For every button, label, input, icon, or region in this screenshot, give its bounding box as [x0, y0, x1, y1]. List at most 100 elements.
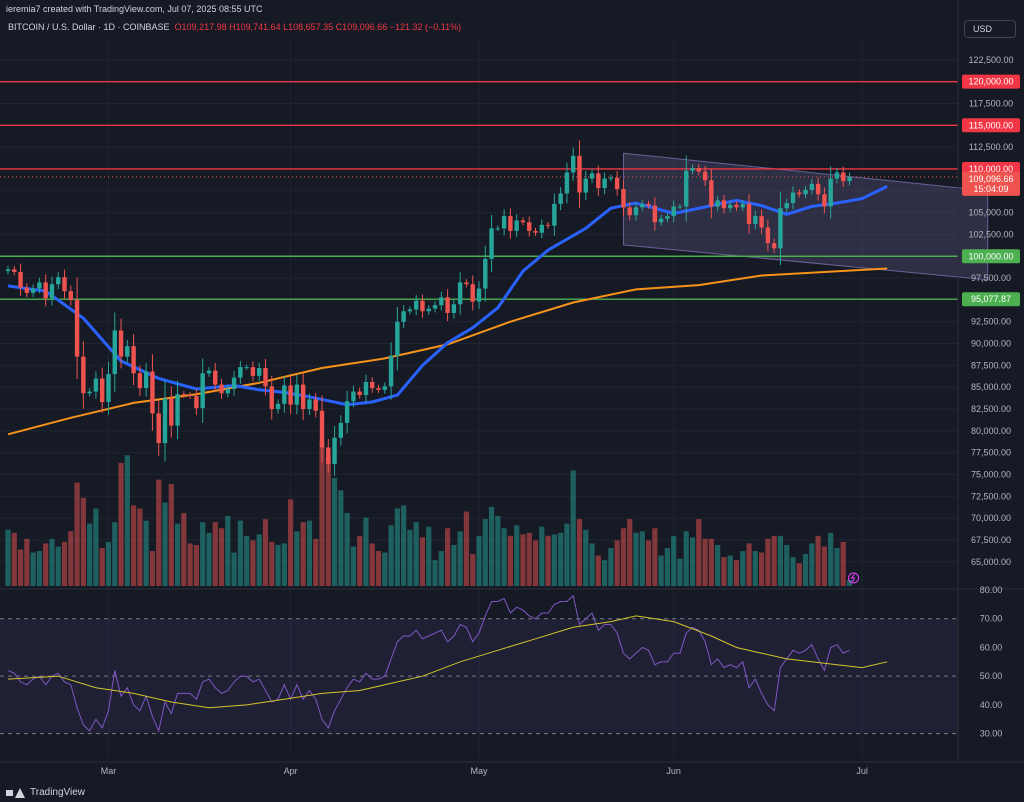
volume-bar — [313, 538, 319, 586]
rsi-tick-label: 80.00 — [980, 585, 1003, 595]
volume-bar — [614, 540, 620, 586]
candle-body — [24, 287, 30, 293]
volume-bar — [237, 520, 243, 586]
volume-bar — [576, 519, 583, 586]
candle-body — [589, 173, 595, 179]
candle-body — [370, 381, 375, 389]
candle-body — [395, 321, 400, 356]
candle-body — [790, 192, 796, 203]
volume-bar — [463, 511, 470, 586]
level-tag-label: 115,000.00 — [969, 120, 1013, 130]
volume-bar — [639, 531, 645, 586]
candle-body — [696, 168, 701, 172]
candle-body — [231, 377, 237, 389]
candle-body — [746, 203, 752, 224]
candle-body — [640, 203, 645, 208]
candle-body — [376, 388, 381, 390]
volume-bar — [256, 534, 262, 586]
candle-body — [753, 216, 758, 224]
volume-bar — [602, 560, 608, 586]
candle-body — [213, 370, 218, 385]
volume-bar — [105, 541, 112, 586]
volume-bar — [696, 519, 702, 586]
volume-bar — [708, 538, 714, 586]
candle-body — [514, 220, 519, 231]
volume-bar — [112, 522, 118, 586]
volume-bar — [338, 490, 344, 586]
level-tag-label: 95,077.87 — [971, 294, 1011, 304]
candle-body — [169, 398, 174, 426]
candle-body — [577, 155, 582, 193]
candle-body — [219, 384, 224, 394]
candle-body — [194, 395, 199, 409]
candle-body — [382, 386, 387, 390]
price-tick-label: 105,000.00 — [968, 208, 1013, 218]
candle-body — [552, 203, 557, 226]
volume-bar — [149, 551, 156, 586]
time-tick-label: Jul — [856, 766, 868, 776]
volume-bar — [759, 552, 765, 586]
volume-bar — [589, 543, 595, 586]
volume-bar — [131, 505, 137, 586]
chart-widgets — [848, 572, 860, 584]
candle-body — [527, 222, 532, 231]
volume-bar — [740, 551, 746, 586]
volume-bar — [118, 462, 124, 586]
lightning-glyph — [850, 573, 856, 583]
price-tick-label: 80,000.00 — [971, 426, 1011, 436]
time-axis[interactable]: Mar Apr May Jun Jul — [101, 766, 868, 776]
volume-bar — [821, 546, 827, 586]
volume-bar — [24, 538, 30, 586]
candle-body — [520, 220, 526, 223]
candle-body — [771, 243, 777, 249]
candle-body — [300, 384, 306, 410]
volume-bar — [382, 552, 388, 586]
candle-body — [809, 183, 815, 190]
currency-button[interactable]: USD — [964, 20, 1016, 38]
candle-body — [564, 172, 570, 194]
price-axis[interactable]: 122,500.00 117,500.00 112,500.00 105,000.00… — [957, 0, 1014, 762]
volume-bar — [143, 520, 149, 586]
candle-body — [288, 385, 293, 405]
candle-body — [627, 207, 632, 216]
volume-bar — [407, 529, 413, 586]
candle-body — [5, 269, 11, 272]
volume-bar — [187, 543, 193, 586]
volume-bar — [162, 502, 168, 586]
rsi-line — [7, 594, 850, 733]
volume-bar — [802, 554, 809, 586]
volume-bar — [689, 537, 696, 586]
candle-body — [614, 177, 620, 190]
volume-bar — [137, 508, 143, 586]
candle-body — [508, 216, 513, 231]
candle-body — [200, 373, 205, 409]
level-tag — [962, 118, 1020, 133]
volume-bar — [545, 535, 551, 586]
rsi-axis[interactable]: 80.00 70.00 60.00 50.00 40.00 30.00 — [980, 585, 1003, 739]
volume-bars — [5, 441, 853, 586]
volume-bar — [488, 506, 495, 586]
candle-body — [815, 183, 821, 195]
volume-bar — [74, 482, 80, 586]
price-tick-label: 72,500.00 — [971, 491, 1011, 501]
price-tick-label: 82,500.00 — [971, 404, 1011, 414]
candle-body — [338, 423, 344, 438]
price-tick-label: 85,000.00 — [971, 382, 1011, 392]
candle-body — [797, 192, 802, 195]
volume-bar — [325, 456, 331, 586]
candle-body — [187, 395, 193, 397]
candle-body — [709, 180, 714, 207]
candle-countdown: 15:04:09 — [973, 184, 1008, 194]
time-tick-label: Mar — [101, 766, 117, 776]
horizontal-levels[interactable] — [0, 80, 958, 300]
volume-bar — [564, 523, 570, 586]
volume-bar — [357, 535, 363, 586]
price-tick-label: 70,000.00 — [971, 513, 1011, 523]
volume-bar — [244, 535, 250, 586]
volume-bar — [482, 519, 488, 586]
candle-body — [658, 218, 664, 223]
tradingview-brand: TradingView — [6, 787, 85, 798]
volume-bar — [495, 516, 501, 586]
candle-body — [37, 282, 42, 289]
